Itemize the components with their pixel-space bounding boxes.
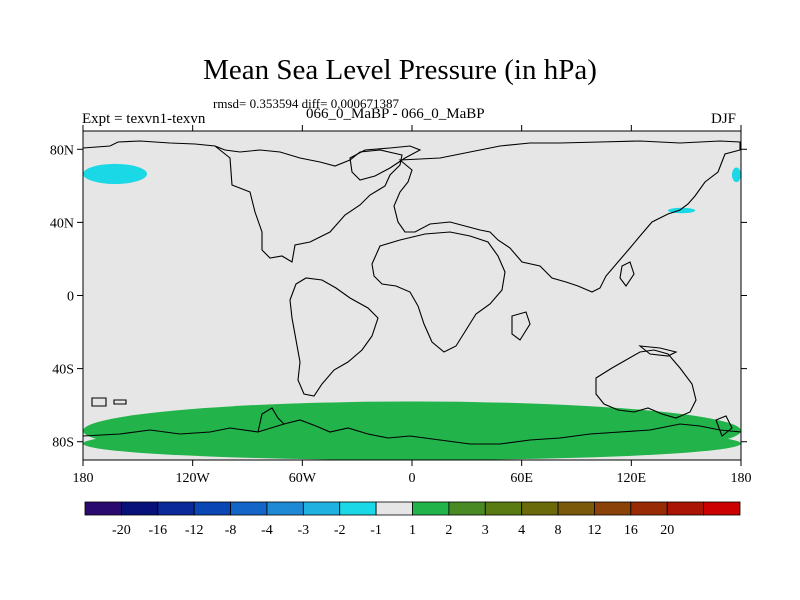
y-tick-label: 80S xyxy=(52,436,74,451)
season-label: DJF xyxy=(711,111,737,127)
region-arctic-cyan-west xyxy=(83,163,147,185)
colorbar-swatch xyxy=(375,501,413,516)
chart-title: Mean Sea Level Pressure (in hPa) xyxy=(203,54,597,86)
coastline-africa xyxy=(371,231,506,353)
colorbar-label: -1 xyxy=(370,523,382,538)
y-tick-label: 40N xyxy=(50,216,74,231)
coastline-australia xyxy=(595,349,697,419)
coastline-small-island xyxy=(91,397,107,407)
coastline-antarctica xyxy=(82,419,742,445)
coastline-north-america xyxy=(82,140,403,263)
colorbar-label: 4 xyxy=(518,523,525,538)
x-tick-label: 60E xyxy=(510,471,533,486)
colorbar-swatch xyxy=(412,501,450,516)
y-tick-label: 40S xyxy=(52,363,74,378)
region-arctic-cyan-east xyxy=(731,167,741,183)
colorbar-swatch xyxy=(339,501,377,516)
colorbar-swatch xyxy=(448,501,486,516)
y-tick-label: 80N xyxy=(50,143,74,158)
colorbar-label: 2 xyxy=(445,523,452,538)
coastline-new-zealand xyxy=(715,415,733,437)
coastline-greenland xyxy=(349,145,422,181)
colorbar-label: 1 xyxy=(409,523,416,538)
region-antarctic-coast-green xyxy=(83,427,741,460)
colorbar-swatch xyxy=(521,501,559,516)
colorbar-swatch xyxy=(666,501,705,516)
colorbar-label: -16 xyxy=(148,523,167,538)
colorbar-label: -2 xyxy=(334,523,346,538)
x-tick-label: 120E xyxy=(617,471,647,486)
colorbar-swatch xyxy=(484,501,523,516)
coastline-eurasia xyxy=(393,140,741,293)
colorbar-label: -20 xyxy=(112,523,131,538)
colorbar-label: 3 xyxy=(482,523,489,538)
colorbar-layer: -20 -16 -12 -8 -4 -3 -2 -1 1 2 3 4 8 12 16 20 xyxy=(84,501,741,538)
coastline-japan xyxy=(619,261,635,287)
case-label: 066_0_MaBP - 066_0_MaBP xyxy=(306,106,485,122)
colorbar-swatch xyxy=(157,501,195,516)
colorbar-swatch xyxy=(703,501,741,516)
colorbar-swatch xyxy=(302,501,341,516)
colorbar-label: 12 xyxy=(587,523,601,538)
x-tick-label: 120W xyxy=(176,471,211,486)
x-tick-label: 0 xyxy=(409,471,416,486)
colorbar-label: -12 xyxy=(185,523,204,538)
stats-text: rmsd= 0.353594 diff= 0.000671387 xyxy=(213,96,399,111)
colorbar-swatch xyxy=(84,501,122,516)
colorbar-swatch xyxy=(630,501,668,516)
coastlines xyxy=(82,140,742,445)
colorbar-label: 20 xyxy=(660,523,674,538)
coastline-new-guinea xyxy=(638,345,678,357)
colorbar-swatch xyxy=(230,501,268,516)
x-tick-label: 180 xyxy=(73,471,94,486)
colorbar-swatch xyxy=(266,501,304,516)
coastline-south-america xyxy=(289,277,379,397)
x-tick-label: 180 xyxy=(731,471,752,486)
coastline-small-island-2 xyxy=(113,399,127,405)
colorbar-swatch xyxy=(594,501,632,516)
y-tick-label: 0 xyxy=(67,290,74,305)
colorbar-label: -8 xyxy=(225,523,237,538)
x-tick-label: 60W xyxy=(289,471,317,486)
experiment-label: Expt = texvn1-texvn xyxy=(82,111,206,127)
coastline-madagascar xyxy=(511,311,531,341)
coastline-antarctic-peninsula xyxy=(257,407,285,433)
colorbar-label: -4 xyxy=(261,523,273,538)
colorbar-swatch xyxy=(120,501,159,516)
colorbar-swatch xyxy=(193,501,231,516)
colorbar-swatch xyxy=(557,501,595,516)
map-layer xyxy=(82,130,742,461)
colorbar-label: 8 xyxy=(555,523,562,538)
colorbar-label: 16 xyxy=(624,523,638,538)
colorbar-label: -3 xyxy=(297,523,309,538)
axes-layer: 180 120W 60W 0 60E 120E 180 80N 40N 0 40S 80S xyxy=(50,125,752,486)
